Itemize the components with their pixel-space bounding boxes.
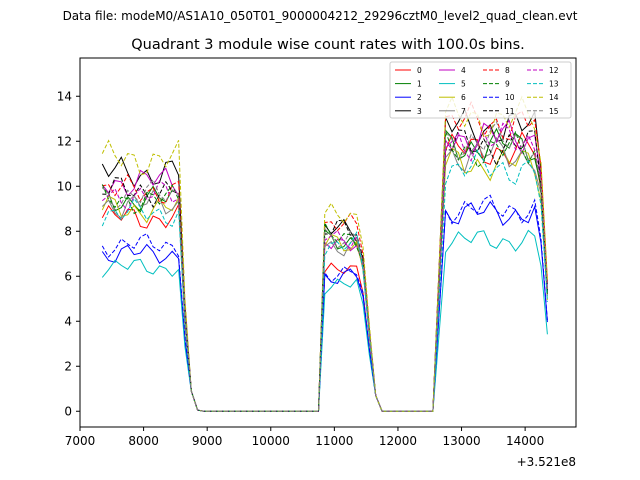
y-tick-label: 4 xyxy=(64,314,72,328)
y-tick-label: 10 xyxy=(57,179,72,193)
x-axis: 7000 8000 9000 10000 11000 12000 13000 14000 xyxy=(65,427,544,448)
legend-label-6: 6 xyxy=(461,93,466,102)
legend-label-11: 11 xyxy=(505,107,515,116)
chart-title: Quadrant 3 module wise count rates with … xyxy=(131,37,525,53)
legend-label-9: 9 xyxy=(505,80,510,89)
legend-label-13: 13 xyxy=(549,80,559,89)
plot-area xyxy=(101,95,548,412)
x-tick-label: 7000 xyxy=(65,434,96,448)
y-tick-label: 6 xyxy=(64,269,72,283)
y-axis: 0 2 4 6 8 10 12 14 xyxy=(57,89,80,418)
x-tick-label: 11000 xyxy=(315,434,353,448)
y-tick-label: 14 xyxy=(57,89,72,103)
legend-box xyxy=(389,61,572,119)
series-line-12 xyxy=(101,122,548,412)
y-tick-label: 0 xyxy=(64,404,72,418)
legend-label-12: 12 xyxy=(549,66,559,75)
legend-label-4: 4 xyxy=(461,66,466,75)
legend-label-7: 7 xyxy=(461,107,466,116)
legend-label-3: 3 xyxy=(417,107,422,116)
legend-label-14: 14 xyxy=(549,93,559,102)
x-tick-label: 9000 xyxy=(192,434,223,448)
x-offset-label: +3.521e8 xyxy=(517,455,576,469)
legend-label-0: 0 xyxy=(417,66,422,75)
legend-label-15: 15 xyxy=(549,107,559,116)
legend-label-8: 8 xyxy=(505,66,510,75)
x-tick-label: 10000 xyxy=(252,434,290,448)
x-tick-label: 14000 xyxy=(506,434,544,448)
y-tick-label: 12 xyxy=(57,134,72,148)
legend-label-1: 1 xyxy=(417,80,422,89)
x-tick-label: 8000 xyxy=(128,434,159,448)
y-tick-label: 8 xyxy=(64,224,72,238)
axes-frame xyxy=(79,57,577,428)
legend-label-2: 2 xyxy=(417,93,422,102)
y-tick-label: 2 xyxy=(64,359,72,373)
legend-label-5: 5 xyxy=(461,80,466,89)
series-line-15 xyxy=(101,120,548,412)
x-tick-label: 13000 xyxy=(442,434,480,448)
x-tick-label: 12000 xyxy=(379,434,417,448)
legend-label-10: 10 xyxy=(505,93,515,102)
figure-suptitle: Data file: modeM0/AS1A10_050T01_90000042… xyxy=(63,9,578,23)
